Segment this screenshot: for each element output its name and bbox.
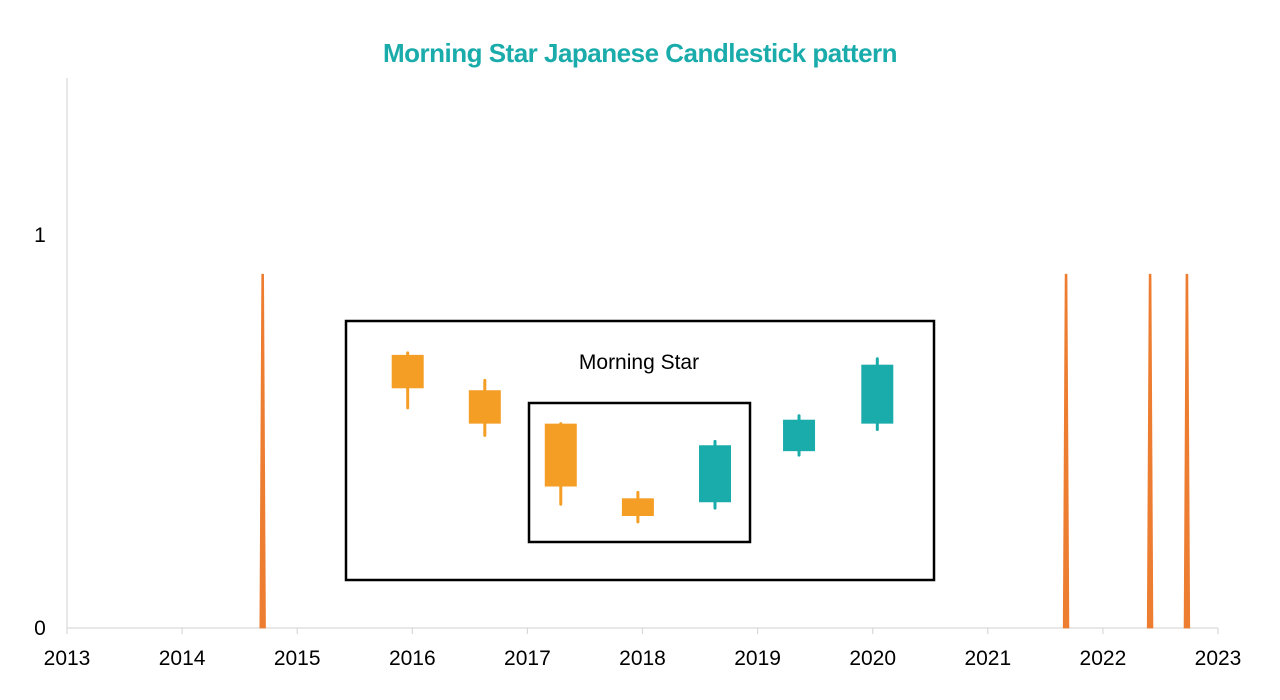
x-tick-label: 2017 bbox=[504, 647, 551, 670]
x-tick-label: 2020 bbox=[849, 647, 896, 670]
candle-body bbox=[699, 445, 732, 503]
x-tick-label: 2013 bbox=[44, 647, 91, 670]
outer-frame bbox=[344, 319, 936, 582]
candle-body bbox=[544, 423, 577, 487]
morning-star-frame bbox=[527, 401, 752, 544]
x-tick-label: 2018 bbox=[619, 647, 666, 670]
x-tick-label: 2014 bbox=[159, 647, 206, 670]
candlestick-inset: Morning Star bbox=[344, 319, 936, 582]
x-tick-label: 2016 bbox=[389, 647, 436, 670]
x-tick-label: 2022 bbox=[1080, 647, 1127, 670]
chart-title: Morning Star Japanese Candlestick patter… bbox=[382, 38, 898, 68]
x-tick-label: 2015 bbox=[274, 647, 321, 670]
candle-body bbox=[468, 390, 501, 424]
x-tick-label: 2021 bbox=[964, 647, 1011, 670]
axes: 2013 2014 2015 2016 2017 2018 2019 2020 2021 2022… bbox=[34, 78, 1241, 670]
y-tick-label: 1 bbox=[34, 224, 46, 247]
x-tick-label: 2023 bbox=[1195, 647, 1242, 670]
candle-body bbox=[391, 354, 424, 389]
x-tick-label: 2019 bbox=[734, 647, 781, 670]
series-spike bbox=[1062, 273, 1070, 629]
series-layer bbox=[259, 273, 1191, 629]
series-spike bbox=[1183, 273, 1191, 629]
candle-body bbox=[861, 364, 894, 424]
candle-body bbox=[621, 498, 654, 516]
y-tick-label: 0 bbox=[34, 617, 46, 640]
morning-star-label: Morning Star bbox=[579, 351, 699, 374]
series-spike bbox=[1146, 273, 1154, 629]
series-spike bbox=[259, 273, 266, 629]
candle-body bbox=[783, 419, 816, 452]
